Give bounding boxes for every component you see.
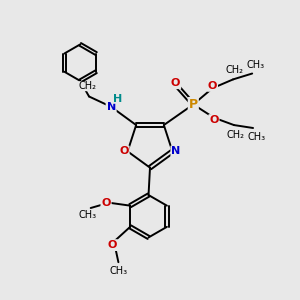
Text: N: N bbox=[106, 102, 116, 112]
Text: O: O bbox=[171, 78, 180, 88]
Text: H: H bbox=[113, 94, 122, 103]
Text: CH₂: CH₂ bbox=[79, 81, 97, 91]
Text: CH₂: CH₂ bbox=[226, 130, 244, 140]
Text: O: O bbox=[101, 198, 111, 208]
Text: O: O bbox=[108, 240, 117, 250]
Text: P: P bbox=[189, 98, 198, 111]
Text: O: O bbox=[209, 115, 219, 125]
Text: CH₃: CH₃ bbox=[248, 132, 266, 142]
Text: O: O bbox=[208, 81, 217, 91]
Text: N: N bbox=[171, 146, 181, 156]
Text: CH₂: CH₂ bbox=[226, 65, 244, 75]
Text: O: O bbox=[119, 146, 129, 156]
Text: CH₃: CH₃ bbox=[247, 60, 265, 70]
Text: CH₃: CH₃ bbox=[78, 210, 96, 220]
Text: CH₃: CH₃ bbox=[109, 266, 128, 276]
